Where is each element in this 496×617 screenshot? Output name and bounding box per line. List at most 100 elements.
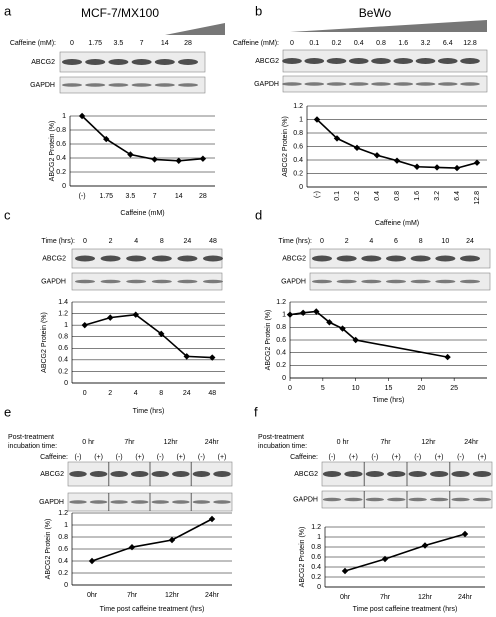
blot-band (172, 500, 190, 504)
blot-band (203, 255, 223, 262)
x-tick-label: 1.75 (99, 193, 113, 200)
y-tick-label: 1.4 (58, 299, 68, 306)
treatment-value: 24 (184, 238, 192, 245)
blot-band (460, 58, 480, 64)
blot-band (408, 471, 427, 477)
x-tick-label: 28 (199, 193, 207, 200)
blot-band (151, 279, 172, 284)
data-point (158, 330, 165, 338)
treatment-value: (+) (478, 454, 487, 461)
panel-letter: a (4, 3, 12, 18)
blot-band (213, 471, 231, 477)
treatment-value: 0 (290, 40, 294, 47)
treatment-value: (+) (218, 454, 227, 461)
y-tick-label: 1 (62, 113, 66, 120)
y-tick-label: 0 (62, 183, 66, 190)
blot-band (393, 82, 414, 86)
blot-band (437, 82, 458, 86)
blot-band (348, 58, 369, 64)
treatment-value: 0.4 (354, 40, 364, 47)
treatment-value: 12.8 (463, 40, 477, 47)
blot-label: ABCG2 (40, 471, 64, 478)
x-tick-label: 10 (352, 385, 360, 392)
y-tick-label: 0.6 (311, 554, 321, 561)
blot-band (69, 500, 87, 504)
data-point (209, 354, 216, 361)
blot-band (282, 82, 302, 86)
y-tick-label: 0.8 (293, 130, 303, 137)
y-axis-label: ABCG2 Protein (%) (49, 121, 56, 182)
blot-band (371, 82, 391, 86)
blot-band (304, 58, 325, 64)
x-tick-label: 15 (385, 385, 393, 392)
incubation-time: 0 hr (82, 439, 95, 446)
treatment-value: 0.8 (376, 40, 386, 47)
y-tick-label: 0.4 (58, 357, 68, 364)
treatment-value: 0.1 (309, 40, 319, 47)
incubation-time: 24hr (464, 439, 479, 446)
data-point (127, 151, 134, 158)
x-tick-label: 24hr (205, 592, 220, 599)
data-point (128, 544, 136, 551)
blot-band (108, 83, 129, 87)
blot-label: GAPDH (39, 499, 64, 506)
blot-band (312, 255, 332, 262)
dose-wedge (165, 23, 225, 35)
y-tick-label: 0 (64, 582, 68, 589)
blot-band (75, 255, 95, 262)
blot-band (472, 471, 492, 477)
treatment-value: 2 (109, 238, 113, 245)
treatment-value: 0.2 (332, 40, 342, 47)
y-axis-label: ABCG2 Protein (%) (282, 116, 289, 177)
data-point (444, 353, 451, 361)
y-tick-label: 0 (282, 375, 286, 382)
y-tick-label: 0 (64, 380, 68, 387)
x-tick-label: 12.8 (474, 191, 481, 205)
blot-band (110, 471, 128, 477)
treatment-value: 3.2 (421, 40, 431, 47)
treatment-value: 1.6 (398, 40, 408, 47)
blot-band (387, 471, 406, 477)
blot-band (415, 82, 436, 86)
x-tick-label: 5 (321, 385, 325, 392)
treatment-value: (+) (349, 454, 358, 461)
data-point (313, 116, 321, 123)
blot-band (386, 279, 406, 284)
data-point (132, 311, 139, 318)
x-tick-label: 7hr (127, 592, 138, 599)
y-tick-label: 1.2 (293, 103, 303, 110)
data-point (353, 144, 361, 152)
y-tick-label: 0.2 (293, 170, 303, 177)
blot-band (460, 279, 480, 284)
data-point (453, 164, 461, 172)
blot-label: ABCG2 (282, 255, 306, 262)
treatment-value: (-) (329, 454, 336, 461)
y-tick-label: 0.8 (58, 334, 68, 341)
x-tick-label: 0hr (87, 592, 98, 599)
blot-band (386, 255, 406, 262)
x-tick-label: 0.2 (354, 191, 361, 201)
blot-band (336, 279, 357, 284)
blot-band (85, 83, 106, 87)
y-axis-label: ABCG2 Protein (%) (45, 519, 52, 580)
blot-band (408, 497, 427, 502)
x-axis-label: Caffeine (mM) (120, 210, 164, 217)
treatment-label: Caffeine: (40, 454, 68, 461)
blot-band (326, 82, 347, 86)
treatment-value: 8 (160, 238, 164, 245)
y-tick-label: 0.6 (276, 337, 286, 344)
panel-letter: b (255, 3, 262, 18)
y-tick-label: 1 (317, 534, 321, 541)
treatment-value: 10 (441, 238, 449, 245)
x-tick-label: 6.4 (454, 191, 461, 201)
treatment-value: 3.5 (114, 40, 124, 47)
x-tick-label: 7hr (380, 594, 391, 601)
data-point (81, 321, 88, 329)
data-point (313, 308, 320, 315)
x-tick-label: 0.4 (374, 191, 381, 201)
data-point (175, 157, 182, 164)
incubation-time: 24hr (205, 439, 220, 446)
treatment-label: Time (hrs): (278, 238, 312, 245)
treatment-value: (-) (198, 454, 205, 461)
data-line (91, 518, 213, 562)
